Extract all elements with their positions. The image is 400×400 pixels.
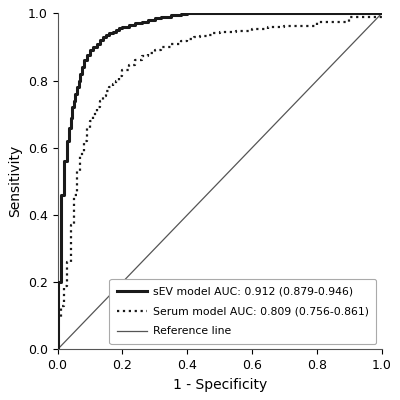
Y-axis label: Sensitivity: Sensitivity — [8, 145, 22, 218]
Legend: sEV model AUC: 0.912 (0.879-0.946), Serum model AUC: 0.809 (0.756-0.861), Refere: sEV model AUC: 0.912 (0.879-0.946), Seru… — [109, 279, 376, 344]
X-axis label: 1 - Specificity: 1 - Specificity — [172, 378, 267, 392]
